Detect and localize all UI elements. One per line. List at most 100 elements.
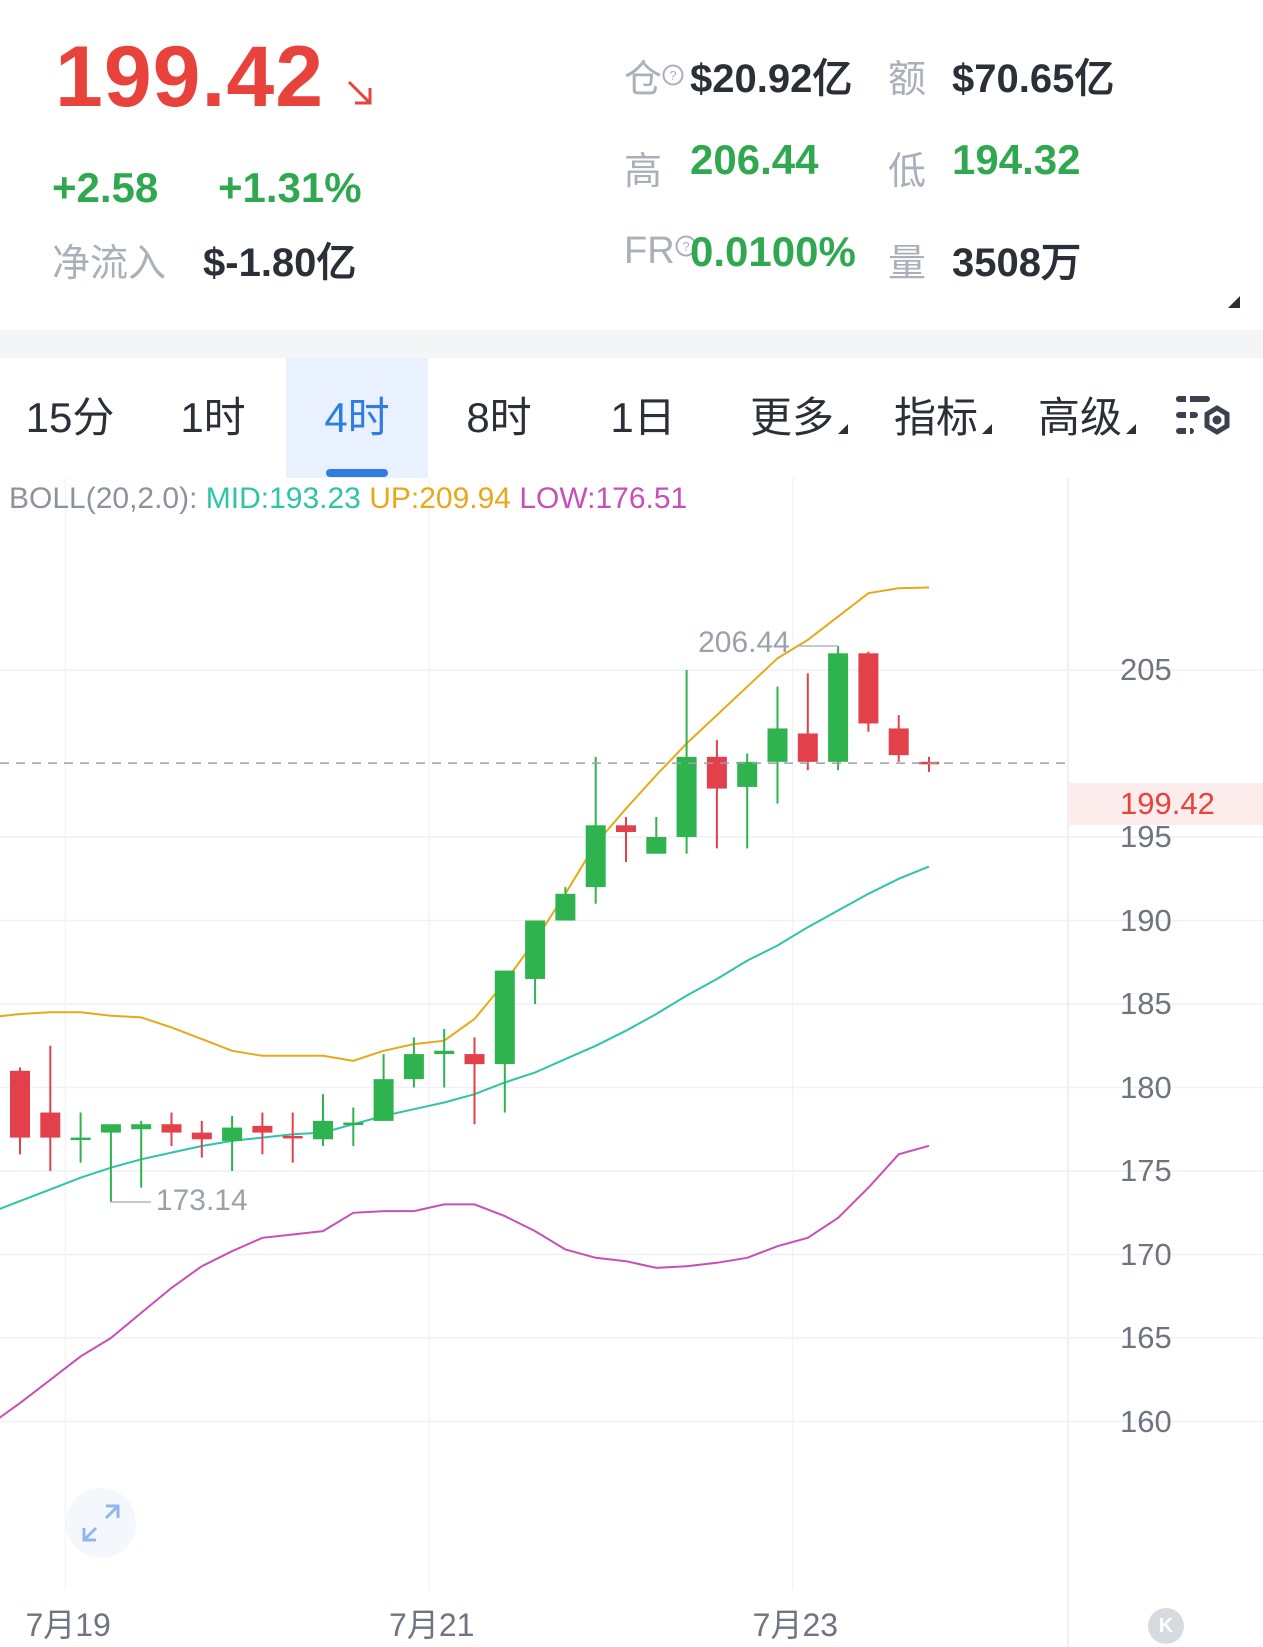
last-price: 199.42 (55, 29, 325, 125)
candle (525, 920, 546, 1004)
candle-body (40, 1112, 61, 1138)
svg-text:?: ? (669, 68, 676, 83)
boll-low: LOW:176.51 (519, 482, 688, 515)
candle (434, 1029, 455, 1088)
boll-mid-line (0, 865, 930, 1210)
logo-icon: K (1148, 1608, 1184, 1644)
dropdown-triangle-icon (838, 424, 848, 434)
candle (70, 1112, 91, 1163)
tab-indicators[interactable]: 指标 (872, 358, 1014, 478)
candle-body (131, 1124, 152, 1130)
question-icon[interactable]: ? (662, 64, 684, 86)
candle (464, 1037, 485, 1125)
tab-advanced[interactable]: 高级 (1016, 358, 1158, 478)
candle-body (10, 1070, 30, 1138)
candle (494, 970, 515, 1113)
candle-body (464, 1054, 485, 1065)
y-tick-label: 185 (1120, 986, 1172, 1021)
net-inflow-value: $-1.80亿 (203, 241, 357, 285)
price-change: +2.58 (52, 164, 159, 211)
fullscreen-button[interactable] (66, 1488, 136, 1558)
candle-body (282, 1135, 303, 1139)
x-tick-label: 7月23 (752, 1607, 839, 1643)
candle (40, 1045, 61, 1171)
active-tab-indicator (326, 469, 388, 477)
boll-bands (0, 586, 930, 1419)
question-icon[interactable]: ? (675, 235, 697, 257)
boll-up: UP:209.94 (369, 482, 511, 515)
candle (313, 1094, 333, 1146)
tab-4h[interactable]: 4时 (286, 358, 428, 478)
y-tick-label: 205 (1120, 652, 1172, 687)
arrow-down-right-icon (347, 80, 372, 105)
price-panel: 199.42 +2.58 +1.31% 净流入 $-1.80亿 仓? $20.9… (0, 0, 1263, 330)
candle (767, 686, 788, 804)
funding-rate-value: 0.0100% (690, 228, 856, 275)
candle-body (828, 653, 849, 762)
y-tick-label: 175 (1120, 1153, 1172, 1188)
candle-body (525, 920, 546, 979)
tab-label: 8时 (466, 394, 532, 441)
y-tick-label: 180 (1120, 1069, 1172, 1105)
candle-body (676, 756, 697, 837)
tab-1d[interactable]: 1日 (572, 358, 714, 478)
candle (919, 756, 939, 772)
tab-8h[interactable]: 8时 (428, 358, 570, 478)
volume-label: 量 (888, 243, 927, 285)
funding-rate-label: FR? (624, 230, 697, 273)
candle-body (161, 1124, 182, 1133)
candle-body (858, 653, 879, 724)
candle (161, 1112, 182, 1146)
current-price-tag: 199.42 (1068, 783, 1263, 825)
candle (191, 1120, 212, 1158)
candle-body (191, 1132, 212, 1140)
candle-body (100, 1124, 121, 1133)
x-tick-label: 7月19 (25, 1607, 111, 1643)
high-label: 高 (624, 151, 663, 193)
funding-rate-label-text: FR (624, 230, 675, 272)
candle (282, 1112, 303, 1163)
candle (10, 1067, 30, 1155)
candlestick-chart[interactable] (0, 478, 1263, 1647)
candle (373, 1054, 394, 1121)
low-label: 低 (888, 151, 927, 193)
tab-label: 1时 (180, 394, 246, 441)
candle (858, 651, 879, 732)
y-tick-label: 160 (1120, 1403, 1172, 1439)
dropdown-triangle-icon (982, 424, 992, 434)
net-inflow-label: 净流入 (52, 243, 167, 285)
y-tick-label: 170 (1120, 1236, 1172, 1272)
candle-body (434, 1050, 455, 1055)
candle-body (494, 970, 515, 1065)
boll-legend: BOLL(20,2.0): MID:193.23 UP:209.94 LOW:1… (9, 482, 687, 516)
high-value: 206.44 (690, 136, 819, 183)
section-divider (0, 330, 1263, 358)
tab-label: 15分 (25, 394, 115, 441)
expand-triangle-icon[interactable] (1228, 296, 1240, 308)
min-price-label: 173.14 (155, 1184, 248, 1218)
low-value: 194.32 (952, 136, 1081, 183)
candle (222, 1115, 243, 1171)
turnover-label: 额 (888, 59, 927, 101)
candle-body (646, 837, 667, 854)
y-tick-label: 165 (1120, 1320, 1172, 1355)
candle (888, 715, 909, 762)
tab-15m[interactable]: 15分 (0, 358, 140, 478)
tab-more[interactable]: 更多 (728, 358, 870, 478)
boll-name: BOLL(20,2.0): (9, 482, 198, 515)
tab-label: 更多 (749, 394, 834, 441)
boll-low-line (0, 1144, 930, 1419)
max-price-label: 206.44 (698, 625, 790, 659)
candle (676, 670, 697, 854)
svg-text:?: ? (682, 239, 689, 254)
candle (646, 816, 667, 854)
boll-mid: MID:193.23 (205, 482, 361, 515)
candle (737, 753, 758, 849)
chart-grid (0, 478, 1263, 1590)
candle-body (737, 761, 758, 787)
turnover-value: $70.65亿 (952, 57, 1115, 101)
tab-label: 指标 (893, 394, 978, 441)
candle (828, 645, 849, 771)
chart-settings-icon[interactable] (1172, 390, 1234, 446)
tab-1h[interactable]: 1时 (142, 358, 284, 478)
